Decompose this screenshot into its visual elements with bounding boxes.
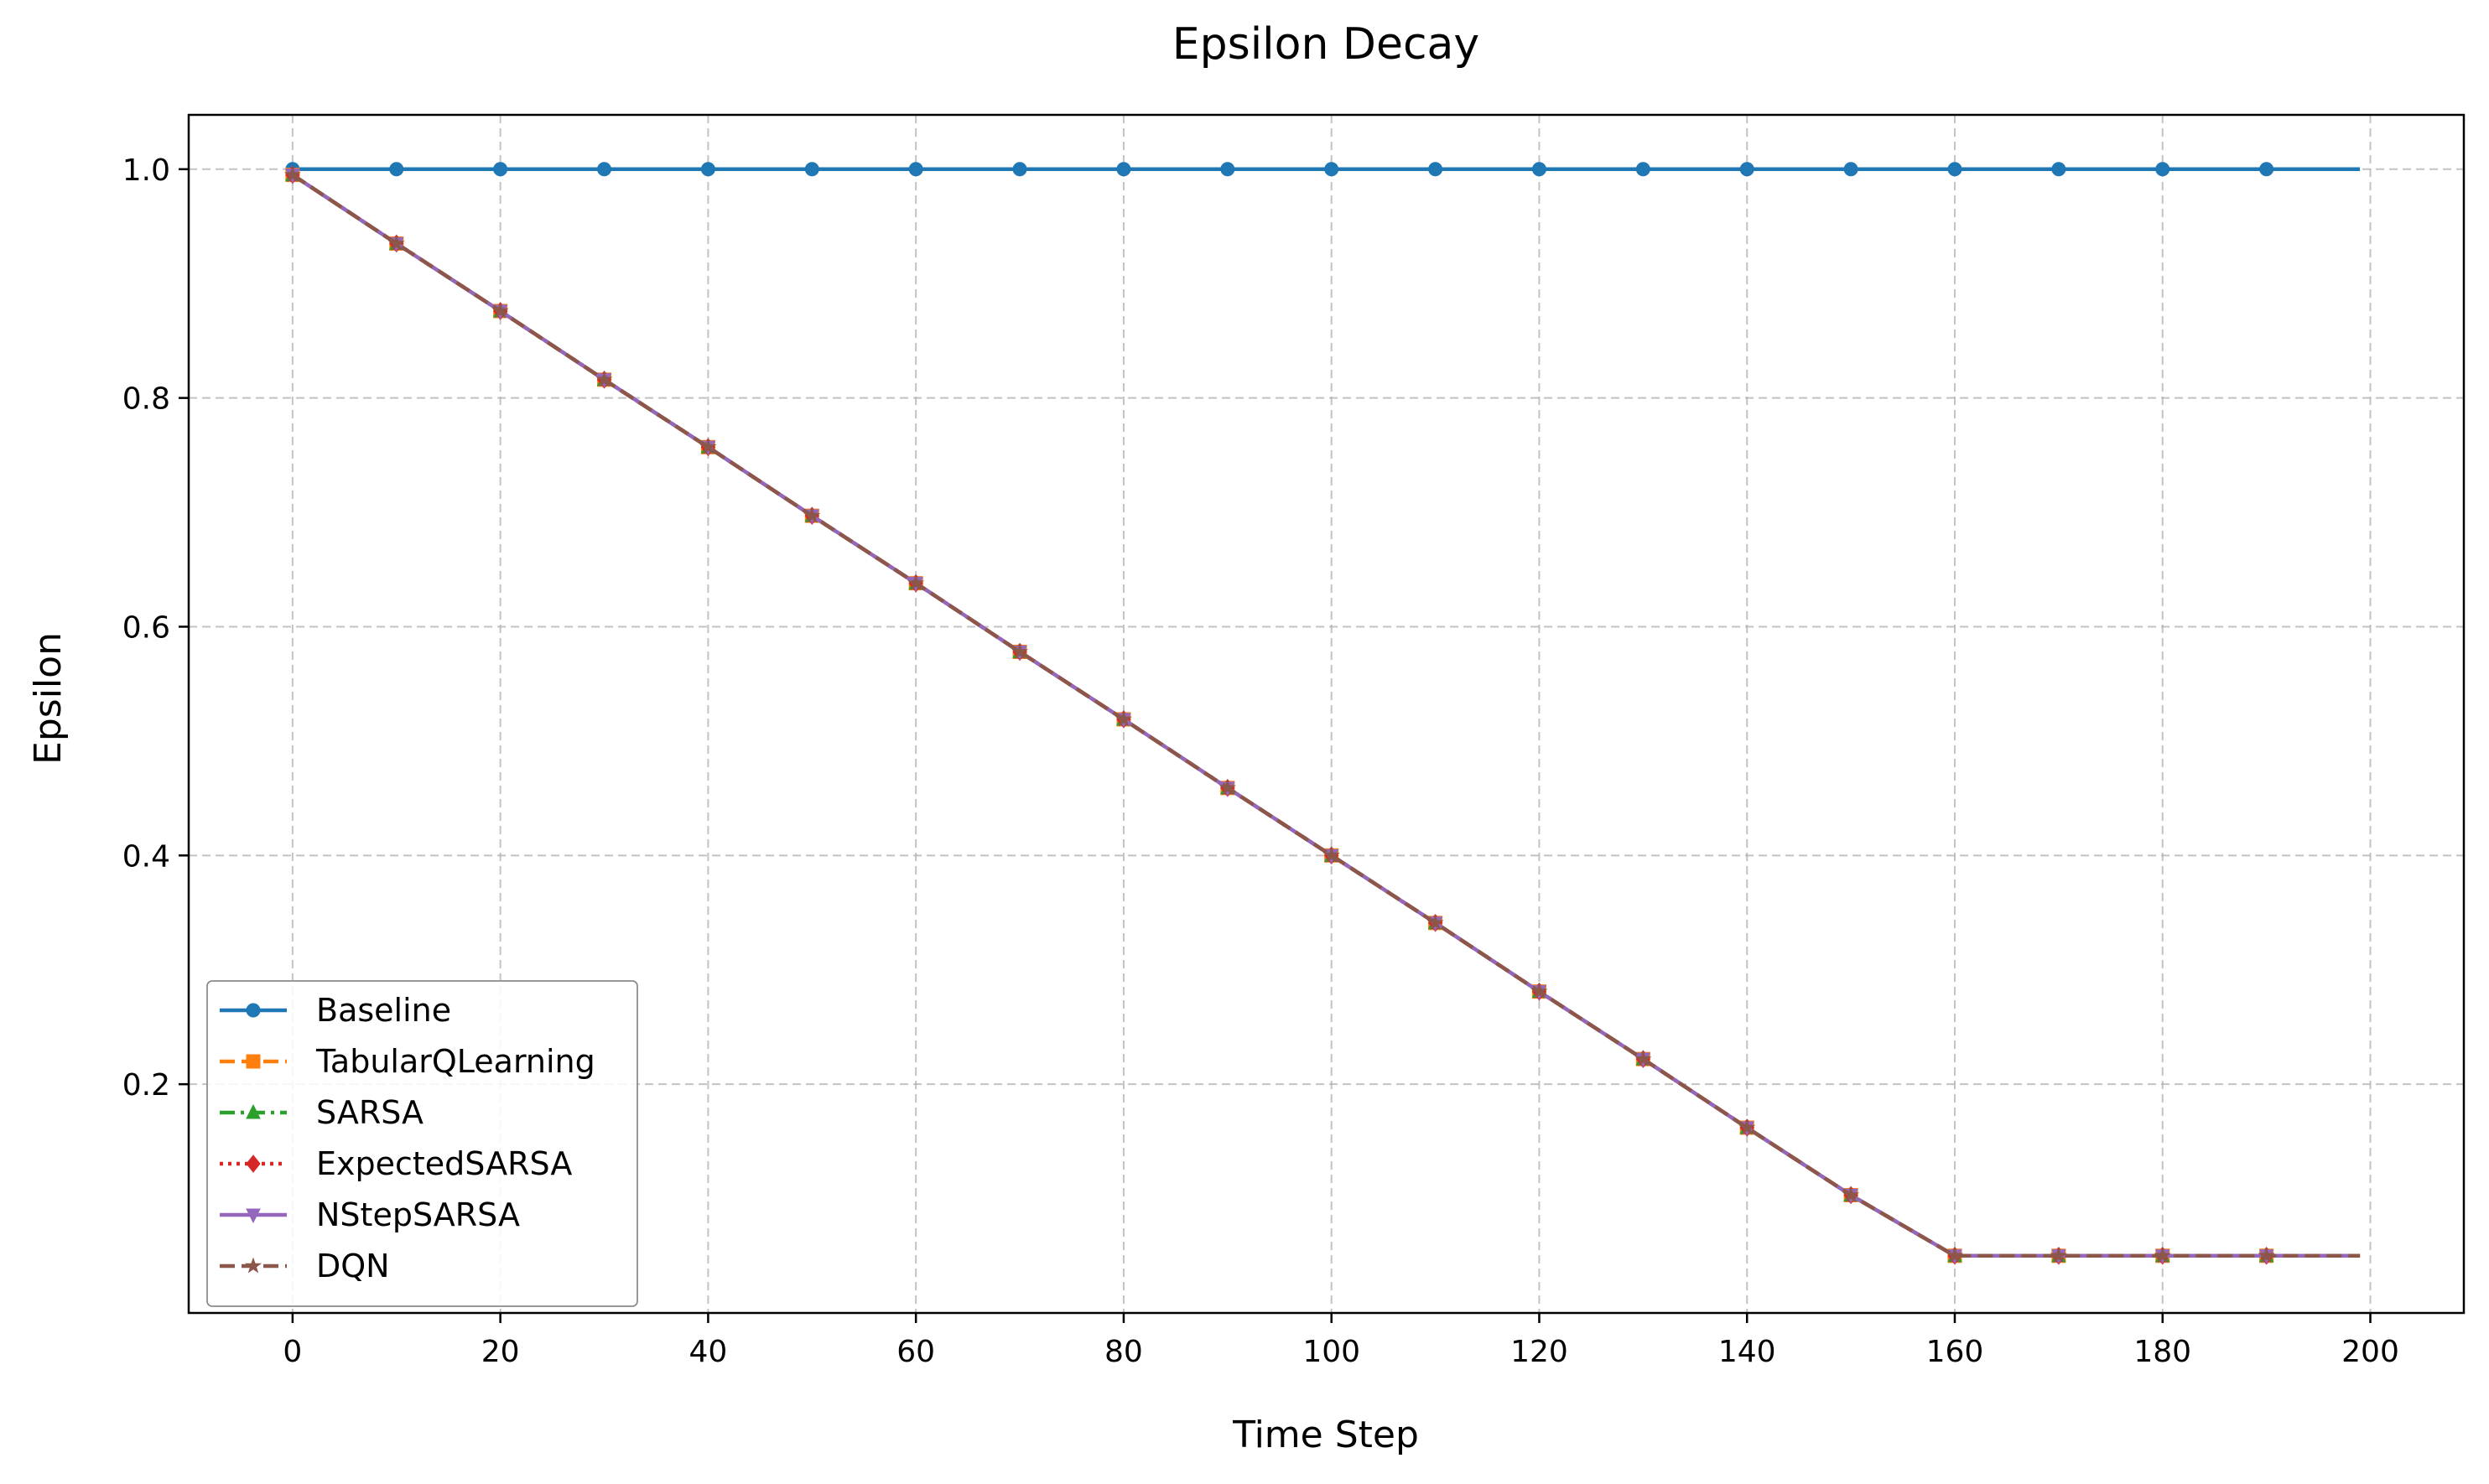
- data-point-baseline: [2155, 162, 2170, 177]
- data-point-baseline: [908, 162, 923, 177]
- data-point-dqn: [1530, 983, 1548, 999]
- legend-marker: [246, 1003, 261, 1018]
- data-point-dqn: [803, 506, 821, 523]
- x-tick-label: 180: [2133, 1335, 2191, 1369]
- x-tick-label: 60: [896, 1335, 935, 1369]
- data-point-dqn: [1738, 1118, 1756, 1135]
- legend-item-nstepsarsa: NStepSARSA: [220, 1196, 520, 1233]
- data-point-dqn: [1426, 914, 1444, 931]
- series-baseline: [285, 162, 2361, 177]
- legend-marker: [246, 1103, 261, 1119]
- y-tick-label: 0.8: [122, 382, 170, 417]
- data-point-baseline: [1428, 162, 1443, 177]
- legend-label: SARSA: [316, 1094, 423, 1131]
- data-point-baseline: [804, 162, 819, 177]
- legend-marker: [246, 1208, 261, 1224]
- legend-marker: [244, 1257, 262, 1274]
- data-point-baseline: [1116, 162, 1131, 177]
- x-tick-label: 140: [1718, 1335, 1776, 1369]
- data-point-dqn: [595, 371, 613, 387]
- data-point-baseline: [597, 162, 612, 177]
- series-layer: [283, 162, 2361, 1265]
- data-point-dqn: [699, 438, 717, 454]
- plot-frame: [187, 113, 2466, 1315]
- data-point-dqn: [1219, 779, 1236, 796]
- legend-label: ExpectedSARSA: [316, 1145, 572, 1182]
- legend-item-sarsa: SARSA: [220, 1094, 423, 1131]
- legend: Baseline TabularQLearning SARSA ExpectedSAR…: [206, 980, 638, 1307]
- data-point-baseline: [1739, 162, 1754, 177]
- legend-item-dqn: DQN: [220, 1248, 390, 1284]
- y-axis-label: Epsilon: [27, 632, 70, 765]
- x-tick-label: 120: [1510, 1335, 1568, 1369]
- x-tick-label: 40: [689, 1335, 728, 1369]
- legend-marker: [246, 1155, 261, 1173]
- data-point-dqn: [1634, 1050, 1652, 1066]
- y-tick-label: 0.2: [122, 1068, 170, 1103]
- legend-item-expectedsarsa: ExpectedSARSA: [220, 1145, 572, 1182]
- data-point-dqn: [2154, 1247, 2171, 1263]
- data-point-dqn: [2258, 1247, 2275, 1263]
- data-point-baseline: [493, 162, 508, 177]
- x-tick-label: 160: [1926, 1335, 1984, 1369]
- x-tick-label: 200: [2341, 1335, 2399, 1369]
- legend-label: TabularQLearning: [315, 1043, 595, 1080]
- series-line-dqn: [291, 173, 2361, 1258]
- data-point-baseline: [1635, 162, 1650, 177]
- data-point-baseline: [1220, 162, 1235, 177]
- y-tick-label: 0.4: [122, 839, 170, 874]
- x-tick-label: 20: [481, 1335, 520, 1369]
- data-point-baseline: [389, 162, 404, 177]
- data-point-dqn: [1946, 1247, 1963, 1263]
- data-point-baseline: [1947, 162, 1962, 177]
- data-point-dqn: [907, 574, 925, 591]
- data-point-dqn: [1322, 846, 1340, 863]
- legend-item-baseline: Baseline: [220, 992, 451, 1029]
- data-point-baseline: [1531, 162, 1546, 177]
- x-axis-ticks: 0 20 40 60 80 100 120 140 160 180 200: [283, 1313, 2399, 1369]
- legend-marker: [246, 1054, 261, 1069]
- y-axis-ticks: 0.2 0.4 0.6 0.8 1.0: [122, 153, 189, 1103]
- series-dqn: [283, 166, 2361, 1263]
- legend-border: [206, 980, 638, 1307]
- data-point-baseline: [1843, 162, 1858, 177]
- y-tick-label: 0.6: [122, 610, 170, 645]
- data-point-dqn: [387, 234, 405, 252]
- data-point-dqn: [1842, 1186, 1860, 1203]
- chart-title: Epsilon Decay: [1172, 19, 1479, 70]
- legend-label: Baseline: [316, 992, 451, 1029]
- legend-box: [206, 980, 638, 1307]
- legend-label: NStepSARSA: [316, 1196, 520, 1233]
- legend-label: DQN: [316, 1248, 390, 1284]
- x-tick-label: 100: [1302, 1335, 1360, 1369]
- data-point-dqn: [2050, 1247, 2067, 1263]
- grid: [189, 115, 2464, 1313]
- x-axis-label: Time Step: [1232, 1414, 1419, 1456]
- data-point-dqn: [1011, 642, 1029, 660]
- x-tick-label: 0: [283, 1335, 302, 1369]
- data-point-baseline: [1012, 162, 1027, 177]
- data-point-dqn: [1115, 710, 1132, 727]
- legend-item-tabularqlearning: TabularQLearning: [220, 1043, 595, 1080]
- y-tick-label: 1.0: [122, 153, 170, 188]
- data-point-baseline: [2259, 162, 2274, 177]
- data-point-dqn: [491, 302, 509, 319]
- data-point-baseline: [2051, 162, 2066, 177]
- data-point-baseline: [1324, 162, 1339, 177]
- data-point-dqn: [283, 166, 301, 183]
- x-tick-label: 80: [1104, 1335, 1143, 1369]
- data-point-baseline: [700, 162, 715, 177]
